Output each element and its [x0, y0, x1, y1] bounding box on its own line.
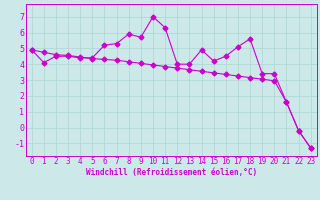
X-axis label: Windchill (Refroidissement éolien,°C): Windchill (Refroidissement éolien,°C): [86, 168, 257, 177]
